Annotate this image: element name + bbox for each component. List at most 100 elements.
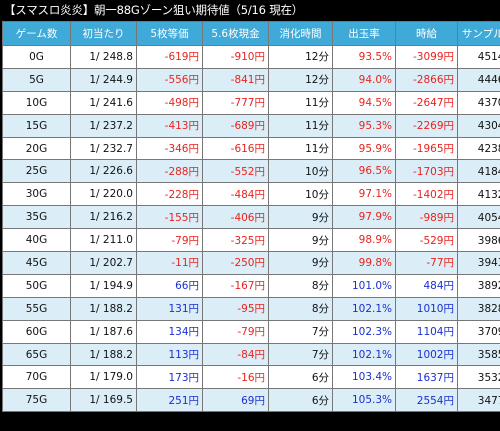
cell-5-equal: 66円 [136, 273, 203, 298]
cell-payout-rate: 95.3% [332, 113, 396, 138]
cell-5-equal: -413円 [136, 113, 203, 138]
cell-5-equal: 134円 [136, 319, 203, 344]
cell-5-6-cash: -777円 [202, 90, 269, 115]
cell-payout-rate: 103.4% [332, 365, 396, 390]
cell-5-equal: -498円 [136, 90, 203, 115]
cell-payout-rate: 96.5% [332, 159, 396, 184]
cell-games: 40G [2, 228, 71, 253]
cell-hourly: -77円 [395, 251, 458, 275]
cell-payout-rate: 95.9% [332, 136, 396, 161]
cell-samples: 3709件 [457, 319, 500, 344]
cell-hourly: -1965円 [395, 136, 458, 161]
cell-time: 8分 [268, 296, 333, 321]
cell-games: 20G [2, 136, 71, 161]
cell-time: 10分 [268, 159, 333, 184]
cell-payout-rate: 99.8% [332, 251, 396, 275]
cell-5-equal: -346円 [136, 136, 203, 161]
cell-5-equal: -79円 [136, 228, 203, 253]
cell-5-6-cash: -689円 [202, 113, 269, 138]
cell-5-equal: -11円 [136, 251, 203, 275]
cell-samples: 3986件 [457, 228, 500, 253]
cell-hourly: -529円 [395, 228, 458, 253]
cell-payout-rate: 94.5% [332, 90, 396, 115]
cell-time: 9分 [268, 228, 333, 253]
cell-samples: 4370件 [457, 90, 500, 115]
cell-first-hit: 1/ 194.9 [70, 273, 137, 298]
cell-first-hit: 1/ 232.7 [70, 136, 137, 161]
cell-5-equal: 131円 [136, 296, 203, 321]
col-header-games: ゲーム数 [2, 21, 71, 46]
cell-payout-rate: 97.9% [332, 205, 396, 230]
cell-samples: 4184件 [457, 159, 500, 184]
cell-hourly: 1002円 [395, 342, 458, 367]
cell-samples: 3532件 [457, 365, 500, 390]
cell-payout-rate: 105.3% [332, 388, 396, 413]
cell-games: 35G [2, 205, 71, 230]
page-title: 【スマスロ炎炎】朝一88Gゾーン狙い期待値（5/16 現在） [4, 3, 304, 17]
cell-5-6-cash: -406円 [202, 205, 269, 230]
cell-payout-rate: 102.3% [332, 319, 396, 344]
cell-games: 65G [2, 342, 71, 367]
cell-games: 60G [2, 319, 71, 344]
cell-games: 25G [2, 159, 71, 184]
cell-time: 9分 [268, 251, 333, 275]
cell-hourly: 1010円 [395, 296, 458, 321]
cell-first-hit: 1/ 202.7 [70, 251, 137, 275]
cell-hourly: 1637円 [395, 365, 458, 390]
cell-games: 50G [2, 273, 71, 298]
cell-hourly: -1402円 [395, 182, 458, 207]
cell-first-hit: 1/ 188.2 [70, 342, 137, 367]
cell-5-equal: -619円 [136, 45, 203, 69]
cell-5-6-cash: -841円 [202, 67, 269, 92]
cell-first-hit: 1/ 241.6 [70, 90, 137, 115]
cell-5-equal: 251円 [136, 388, 203, 413]
cell-first-hit: 1/ 169.5 [70, 388, 137, 413]
cell-samples: 4132件 [457, 182, 500, 207]
cell-time: 11分 [268, 90, 333, 115]
cell-games: 75G [2, 388, 71, 413]
cell-time: 9分 [268, 205, 333, 230]
cell-first-hit: 1/ 226.6 [70, 159, 137, 184]
cell-hourly: -1703円 [395, 159, 458, 184]
cell-5-equal: -288円 [136, 159, 203, 184]
cell-time: 11分 [268, 113, 333, 138]
cell-hourly: -2866円 [395, 67, 458, 92]
cell-time: 7分 [268, 342, 333, 367]
cell-first-hit: 1/ 188.2 [70, 296, 137, 321]
table-header-row: ゲーム数 初当たり 5枚等価 5.6枚現金 消化時間 出玉率 時給 サンプル数 [2, 21, 500, 46]
cell-hourly: -2647円 [395, 90, 458, 115]
cell-5-6-cash: -910円 [202, 45, 269, 69]
cell-time: 11分 [268, 136, 333, 161]
cell-5-equal: -155円 [136, 205, 203, 230]
cell-time: 7分 [268, 319, 333, 344]
cell-hourly: -3099円 [395, 45, 458, 69]
cell-payout-rate: 97.1% [332, 182, 396, 207]
cell-first-hit: 1/ 248.8 [70, 45, 137, 69]
cell-games: 10G [2, 90, 71, 115]
cell-5-6-cash: -325円 [202, 228, 269, 253]
cell-first-hit: 1/ 187.6 [70, 319, 137, 344]
cell-hourly: -2269円 [395, 113, 458, 138]
cell-hourly: 2554円 [395, 388, 458, 413]
expectation-table: ゲーム数 初当たり 5枚等価 5.6枚現金 消化時間 出玉率 時給 サンプル数 … [2, 21, 500, 413]
cell-time: 6分 [268, 365, 333, 390]
cell-hourly: 1104円 [395, 319, 458, 344]
cell-time: 10分 [268, 182, 333, 207]
cell-5-equal: -556円 [136, 67, 203, 92]
cell-5-6-cash: -16円 [202, 365, 269, 390]
cell-5-6-cash: -484円 [202, 182, 269, 207]
cell-5-6-cash: -616円 [202, 136, 269, 161]
cell-5-equal: -228円 [136, 182, 203, 207]
